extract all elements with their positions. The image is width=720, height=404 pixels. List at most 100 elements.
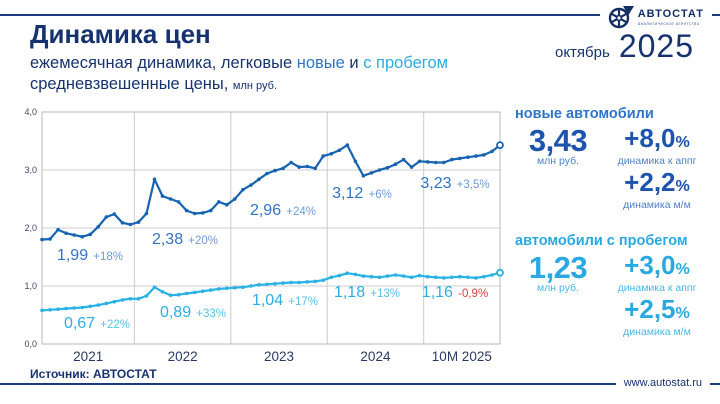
data-point bbox=[40, 237, 44, 242]
report-date: октябрь 2025 bbox=[555, 28, 694, 65]
data-point bbox=[393, 162, 398, 166]
used-cars-value-block: 1,23 млн руб. bbox=[515, 250, 601, 338]
data-point bbox=[417, 159, 422, 164]
data-point bbox=[208, 288, 213, 292]
annotation: 2,38 +20% bbox=[152, 231, 218, 248]
data-point bbox=[289, 280, 293, 285]
used-cars-yoy: +3,0% bbox=[624, 250, 690, 280]
data-point bbox=[184, 208, 189, 213]
data-point bbox=[128, 297, 133, 301]
data-point bbox=[152, 285, 157, 289]
bottom-divider bbox=[0, 383, 720, 385]
x-axis-label: 2024 bbox=[360, 349, 391, 364]
data-point bbox=[409, 165, 414, 169]
data-point bbox=[482, 274, 486, 279]
data-point bbox=[474, 276, 478, 280]
autostat-logo: АВТОСТАТ аналитическое агентство bbox=[599, 2, 712, 32]
data-point bbox=[104, 301, 109, 306]
data-point bbox=[385, 165, 390, 170]
data-point bbox=[297, 165, 301, 169]
new-cars-price: 3,43 bbox=[528, 123, 588, 158]
data-point bbox=[369, 171, 374, 175]
used-cars-summary: автомобили с пробегом 1,23 млн руб. +3,0… bbox=[515, 233, 713, 338]
report-month: октябрь bbox=[554, 44, 610, 61]
data-point bbox=[128, 222, 133, 227]
data-point bbox=[225, 203, 229, 207]
annotation: 1,16 -0,9% bbox=[422, 284, 488, 301]
used-cars-mom: +2,5% bbox=[624, 294, 690, 324]
data-point bbox=[442, 276, 446, 280]
data-point bbox=[337, 148, 342, 153]
data-point bbox=[192, 211, 197, 216]
data-point bbox=[200, 211, 205, 215]
data-point bbox=[417, 273, 422, 278]
percent-sign: % bbox=[675, 133, 690, 151]
used-cars-pct-block: +3,0% динамика к аппг +2,5% динамика м/м bbox=[601, 250, 713, 338]
last-data-point bbox=[496, 141, 504, 149]
x-axis-label: 10М 2025 bbox=[432, 349, 492, 364]
used-cars-heading: автомобили с пробегом bbox=[515, 233, 688, 249]
data-point bbox=[305, 164, 310, 169]
data-point bbox=[425, 274, 430, 279]
subtitle-line2: средневзвешенные цены, bbox=[30, 75, 229, 93]
data-point bbox=[273, 168, 277, 173]
data-point bbox=[409, 275, 414, 280]
data-point bbox=[377, 275, 382, 280]
data-point bbox=[345, 271, 350, 275]
data-point bbox=[297, 280, 301, 285]
data-point bbox=[281, 281, 285, 285]
subtitle-new-highlight: новые bbox=[296, 54, 345, 72]
data-point bbox=[249, 183, 253, 187]
x-axis-label: 2022 bbox=[168, 349, 198, 364]
data-point bbox=[88, 304, 92, 309]
data-point bbox=[152, 177, 157, 182]
data-point bbox=[401, 157, 406, 162]
data-point bbox=[233, 285, 237, 290]
data-point bbox=[337, 273, 342, 278]
data-point bbox=[241, 285, 245, 289]
data-point bbox=[361, 174, 366, 178]
summary-panel: новые автомобили 3,43 млн руб. +8,0% дин… bbox=[515, 106, 713, 338]
used-cars-price-caption: млн руб. bbox=[536, 282, 580, 294]
data-point bbox=[458, 156, 462, 161]
data-point bbox=[168, 293, 173, 298]
data-point bbox=[466, 275, 470, 280]
data-point bbox=[281, 166, 285, 171]
data-point bbox=[353, 272, 358, 277]
report-year: 2025 bbox=[618, 28, 694, 64]
used-cars-yoy-block: +3,0% динамика к аппг bbox=[601, 250, 713, 294]
new-cars-line bbox=[40, 143, 502, 241]
data-point bbox=[112, 299, 117, 304]
annotation: 3,23 +3,5% bbox=[420, 175, 489, 192]
data-point bbox=[385, 274, 390, 278]
data-point bbox=[425, 160, 430, 164]
data-point bbox=[72, 233, 76, 237]
data-point bbox=[120, 221, 125, 225]
percent-sign: % bbox=[675, 304, 690, 322]
used-cars-price: 1,23 bbox=[528, 250, 588, 285]
data-point bbox=[72, 306, 76, 310]
new-cars-mom-block: +2,2% динамика м/м bbox=[601, 169, 713, 211]
data-point bbox=[112, 212, 117, 216]
annotation: 1,99 +18% bbox=[57, 247, 123, 264]
website-link[interactable]: www.autostat.ru bbox=[615, 377, 710, 389]
data-point bbox=[249, 284, 253, 288]
data-point bbox=[329, 275, 334, 280]
data-point bbox=[313, 166, 318, 171]
new-cars-yoy: +8,0% bbox=[624, 123, 690, 153]
data-point bbox=[200, 289, 205, 293]
data-point bbox=[225, 286, 229, 291]
data-point bbox=[257, 177, 261, 182]
new-cars-pct-block: +8,0% динамика к аппг +2,2% динамика м/м bbox=[601, 123, 713, 211]
subtitle-units: млн руб. bbox=[232, 80, 278, 92]
data-point bbox=[490, 149, 494, 154]
data-point bbox=[482, 153, 486, 157]
y-axis-tick: 2,0 bbox=[24, 223, 37, 233]
wheel-icon bbox=[608, 6, 634, 29]
y-axis-tick: 0,0 bbox=[24, 339, 37, 349]
y-axis-tick: 1,0 bbox=[24, 281, 37, 291]
percent-sign: % bbox=[675, 177, 690, 195]
new-cars-yoy-caption: динамика к аппг bbox=[617, 155, 697, 167]
annotation: 1,04 +17% bbox=[252, 292, 318, 309]
data-point bbox=[233, 197, 237, 201]
